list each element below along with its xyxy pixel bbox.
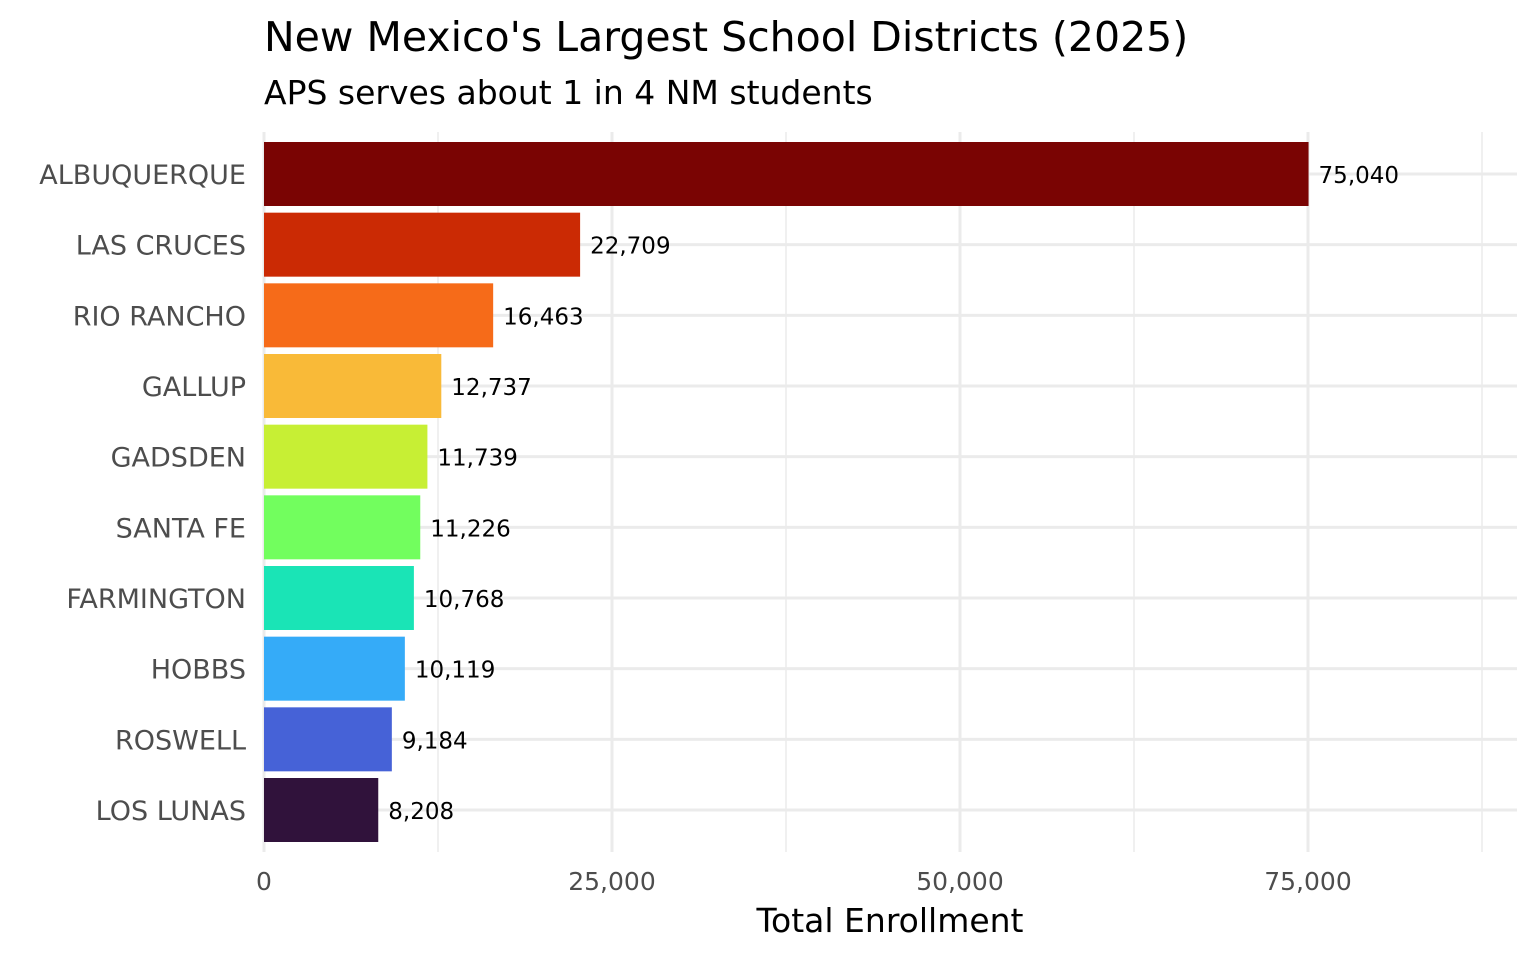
category-label: SANTA FE bbox=[116, 513, 246, 544]
bar-gadsden bbox=[264, 424, 428, 489]
x-tick-label: 25,000 bbox=[568, 867, 655, 896]
bar-santa-fe bbox=[264, 495, 421, 560]
bar-hobbs bbox=[264, 636, 405, 701]
category-label: RIO RANCHO bbox=[73, 301, 246, 332]
value-label: 12,737 bbox=[451, 375, 531, 401]
x-tick-label: 75,000 bbox=[1264, 867, 1351, 896]
category-label: ALBUQUERQUE bbox=[39, 160, 246, 191]
category-label: FARMINGTON bbox=[66, 584, 246, 615]
category-label: GALLUP bbox=[142, 372, 246, 403]
x-axis-tick-labels: 0 25,000 50,000 75,000 bbox=[256, 867, 1352, 896]
value-label: 11,226 bbox=[430, 516, 510, 542]
bar-las-cruces bbox=[264, 212, 581, 277]
x-tick-label: 50,000 bbox=[916, 867, 1003, 896]
category-labels: ALBUQUERQUE LAS CRUCES RIO RANCHO GALLUP GAD… bbox=[39, 160, 246, 827]
category-label: HOBBS bbox=[151, 655, 246, 686]
bars bbox=[264, 142, 1309, 842]
value-label: 10,768 bbox=[424, 587, 504, 613]
category-label: LOS LUNAS bbox=[96, 796, 246, 827]
category-label: LAS CRUCES bbox=[76, 231, 246, 262]
value-labels: 75,040 22,709 16,463 12,737 11,739 11,226 10,7… bbox=[388, 163, 1399, 825]
bar-albuquerque bbox=[264, 142, 1309, 206]
bar-gallup bbox=[264, 354, 442, 418]
value-label: 11,739 bbox=[437, 446, 517, 472]
value-label: 22,709 bbox=[590, 234, 670, 260]
bar-roswell bbox=[264, 707, 392, 772]
value-label: 8,208 bbox=[388, 799, 454, 825]
value-label: 10,119 bbox=[415, 658, 495, 684]
value-label: 9,184 bbox=[402, 728, 468, 754]
chart-title: New Mexico's Largest School Districts (2… bbox=[264, 13, 1188, 61]
value-label: 16,463 bbox=[503, 304, 583, 330]
x-tick-label: 0 bbox=[256, 867, 272, 896]
value-label: 75,040 bbox=[1319, 163, 1399, 189]
bar-farmington bbox=[264, 566, 414, 630]
category-label: GADSDEN bbox=[111, 443, 246, 474]
x-axis-title: Total Enrollment bbox=[756, 901, 1024, 940]
chart-subtitle: APS serves about 1 in 4 NM students bbox=[264, 73, 873, 112]
category-label: ROSWELL bbox=[115, 725, 246, 756]
bar-los-lunas bbox=[264, 778, 379, 842]
bar-rio-rancho bbox=[264, 283, 494, 348]
